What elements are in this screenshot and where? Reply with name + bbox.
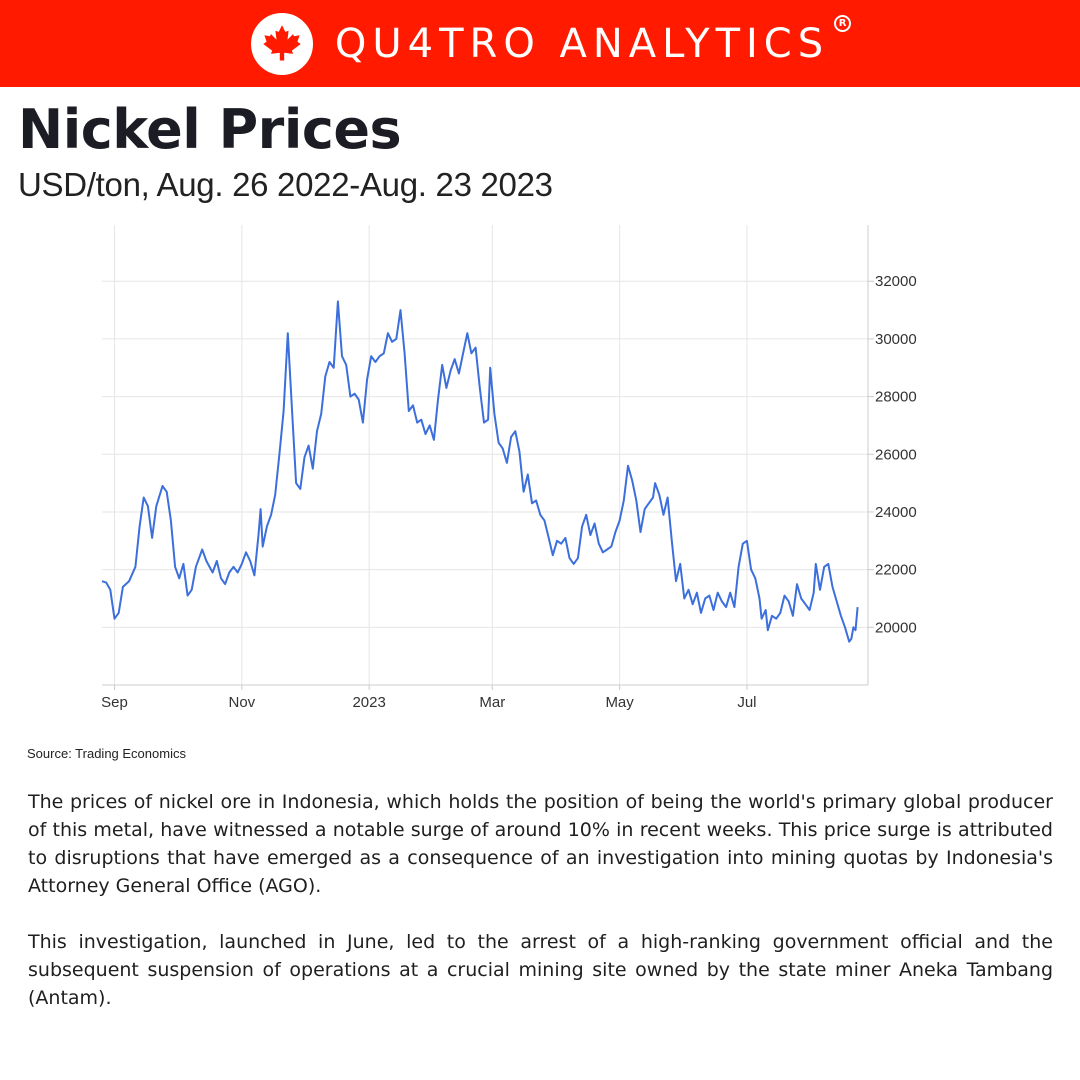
y-tick-label: 28000 bbox=[875, 389, 917, 406]
x-tick-label: Mar bbox=[479, 694, 505, 711]
y-tick-label: 30000 bbox=[875, 331, 917, 348]
chart-series bbox=[101, 300, 859, 643]
y-tick-label: 26000 bbox=[875, 446, 917, 463]
brand-name: QU4TRO ANALYTICS R bbox=[334, 14, 852, 67]
registered-mark: R bbox=[834, 14, 852, 32]
header-banner: QU4TRO ANALYTICS R bbox=[0, 0, 1080, 87]
chart-axes bbox=[102, 225, 874, 690]
maple-leaf-icon bbox=[250, 12, 313, 75]
paragraph-2: This investigation, launched in June, le… bbox=[28, 931, 1053, 1009]
nickel-price-chart: 20000 22000 24000 26000 28000 30000 32000 Sep No… bbox=[101, 225, 917, 711]
chart-subtitle: USD/ton, Aug. 26 2022-Aug. 23 2023 bbox=[18, 166, 553, 203]
y-tick-label: 22000 bbox=[875, 562, 917, 579]
x-tick-label: 2023 bbox=[352, 694, 385, 711]
x-tick-label: Sep bbox=[101, 694, 128, 711]
paragraph-1: The prices of nickel ore in Indonesia, w… bbox=[28, 791, 1053, 897]
x-tick-label: Nov bbox=[228, 694, 255, 711]
x-tick-label: May bbox=[605, 694, 634, 711]
chart-tick-labels: 20000 22000 24000 26000 28000 30000 32000 Sep No… bbox=[101, 273, 917, 711]
chart-title: Nickel Prices bbox=[18, 98, 402, 161]
x-tick-label: Jul bbox=[737, 694, 756, 711]
y-tick-label: 24000 bbox=[875, 504, 917, 521]
source-note: Source: Trading Economics bbox=[27, 746, 186, 761]
y-tick-label: 32000 bbox=[875, 273, 917, 290]
y-tick-label: 20000 bbox=[875, 619, 917, 636]
brand-text: QU4TRO ANALYTICS bbox=[334, 20, 830, 67]
chart-grid bbox=[102, 225, 868, 685]
nickel-price-line bbox=[101, 300, 859, 643]
